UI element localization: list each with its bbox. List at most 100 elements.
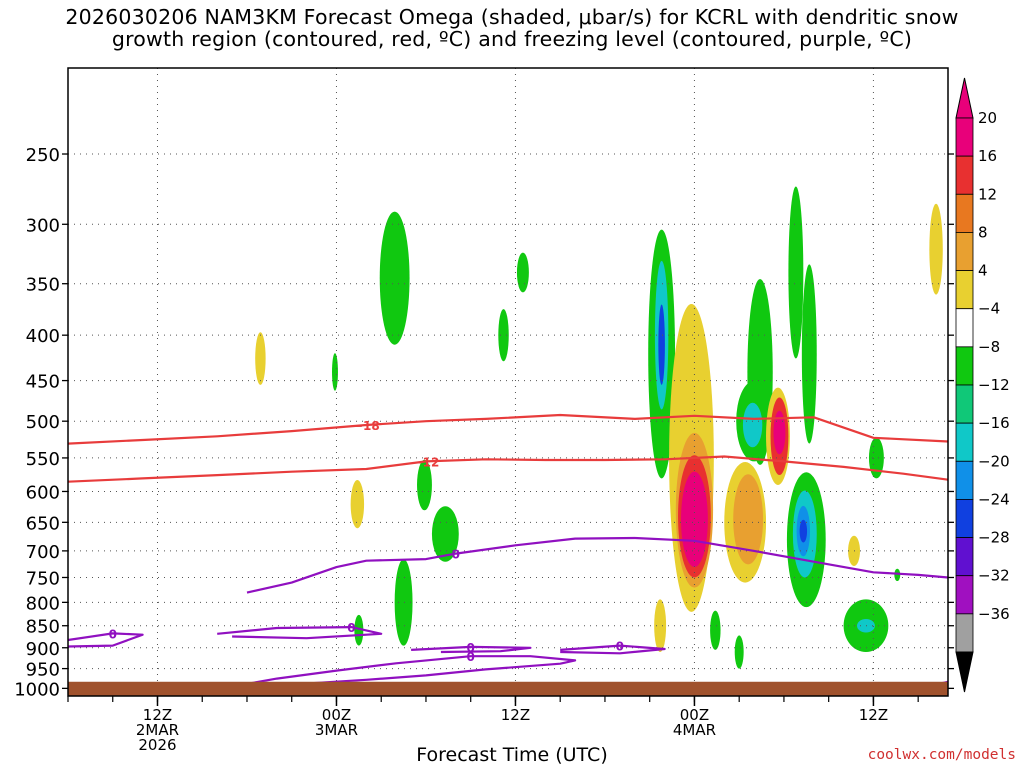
colorbar-label: −16 (978, 414, 1010, 432)
site-credit: coolwx.com/models (867, 747, 1016, 763)
colorbar-swatch (955, 460, 974, 500)
omega-region (681, 471, 708, 568)
y-tick-label: 950 (26, 660, 60, 681)
plot-frame (67, 67, 949, 697)
colorbar-label: −8 (978, 338, 1000, 356)
freezing-contour-label: 0 (616, 640, 624, 654)
freezing-contour-label: 0 (109, 627, 117, 641)
dgz-contour-label: −18 (353, 419, 380, 433)
y-tick-label: 850 (26, 617, 60, 638)
y-tick-label: 750 (26, 568, 60, 589)
omega-region (734, 635, 744, 669)
omega-region (379, 211, 410, 345)
omega-region (417, 459, 432, 511)
omega-region (742, 402, 763, 448)
colorbar-label: −12 (978, 376, 1010, 394)
colorbar-label: −36 (978, 605, 1010, 623)
colorbar-top-arrow (955, 77, 974, 119)
colorbar-bottom-arrow (955, 651, 974, 693)
omega-region (255, 332, 266, 385)
title-line-2: growth region (contoured, red, ºC) and f… (111, 27, 913, 51)
y-tick-label: 900 (26, 639, 60, 660)
x-tick-label: 2MAR (136, 721, 179, 739)
y-tick-label: 800 (26, 593, 60, 614)
colorbar-label: 12 (978, 185, 997, 203)
colorbar-swatch (955, 308, 974, 348)
y-tick-label: 500 (26, 412, 60, 433)
omega-region (498, 309, 509, 362)
omega-region (733, 474, 764, 565)
x-tick-label: 12Z (501, 706, 530, 724)
colorbar-swatch (955, 232, 974, 271)
y-tick-label: 400 (26, 326, 60, 347)
y-tick-label: 250 (26, 145, 60, 166)
colorbar: 20 16 12 8 4 −4 −8 −12 −16 −20 −24 −28 −32 −36 (955, 77, 1010, 693)
dgz-contour-line (67, 455, 949, 483)
colorbar-swatch (955, 117, 974, 157)
freezing-contour-line (411, 645, 532, 654)
y-tick-label: 450 (26, 372, 60, 393)
y-tick-label: 650 (26, 513, 60, 534)
freezing-contour-line (217, 655, 577, 691)
colorbar-label: 8 (978, 223, 988, 241)
freezing-contour-line (67, 632, 144, 648)
colorbar-swatch (955, 193, 974, 233)
x-tick-label: 12Z (859, 706, 888, 724)
colorbar-swatch (955, 537, 974, 577)
surface-fill (68, 681, 948, 696)
colorbar-label: 16 (978, 147, 997, 165)
colorbar-label: 4 (978, 262, 988, 280)
colorbar-label: −32 (978, 567, 1010, 585)
freezing-contour-line (246, 536, 949, 594)
dgz-contour-line (67, 413, 949, 445)
omega-region (788, 186, 804, 359)
colorbar-swatch (955, 384, 974, 424)
colorbar-label: −4 (978, 300, 1000, 318)
freezing-contour-label: 0 (467, 650, 475, 664)
axes: 2503003504004505005506006507007508008509… (14, 67, 954, 754)
x-tick-label: 00Z (322, 706, 351, 724)
colorbar-swatch (955, 155, 974, 195)
colorbar-label: −20 (978, 452, 1010, 470)
chart-title: 2026030206 NAM3KM Forecast Omega (shaded… (0, 6, 1024, 50)
omega-region (394, 559, 413, 646)
colorbar-swatch (955, 422, 974, 462)
colorbar-swatch (955, 499, 974, 538)
colorbar-swatch (955, 270, 974, 310)
colorbar-label: 20 (978, 109, 997, 127)
ground-surface (68, 681, 948, 696)
y-tick-label: 1000 (14, 679, 60, 700)
omega-region (431, 506, 459, 562)
x-tick-label: 3MAR (315, 721, 358, 739)
omega-region (801, 264, 817, 444)
title-line-1: 2026030206 NAM3KM Forecast Omega (shaded… (65, 5, 959, 29)
omega-region (658, 304, 665, 385)
colorbar-swatch (955, 346, 974, 386)
y-tick-label: 700 (26, 542, 60, 563)
x-tick-label: 00Z (680, 706, 709, 724)
omega-region (354, 614, 364, 646)
omega-region (350, 480, 365, 529)
omega-region (894, 568, 901, 582)
omega-region (654, 599, 667, 653)
dgz-contour-label: −12 (413, 455, 440, 469)
y-tick-label: 600 (26, 482, 60, 503)
y-tick-label: 350 (26, 275, 60, 296)
colorbar-swatch (955, 613, 974, 653)
omega-region (710, 610, 721, 650)
omega-region (799, 519, 808, 543)
omega-region (857, 618, 875, 633)
freezing-contour-label: 0 (452, 548, 460, 562)
freezing-contour-line (560, 644, 666, 655)
x-tick-label: 2026 (138, 736, 176, 754)
x-tick-label: 12Z (143, 706, 172, 724)
freezing-contour-line (217, 626, 383, 640)
freezing-contour-label: 0 (467, 641, 475, 655)
y-tick-label: 550 (26, 449, 60, 470)
x-axis-title: Forecast Time (UTC) (416, 744, 608, 766)
omega-region (929, 203, 943, 295)
omega-region (516, 252, 529, 293)
omega-region (332, 353, 338, 391)
colorbar-label: −24 (978, 490, 1010, 508)
